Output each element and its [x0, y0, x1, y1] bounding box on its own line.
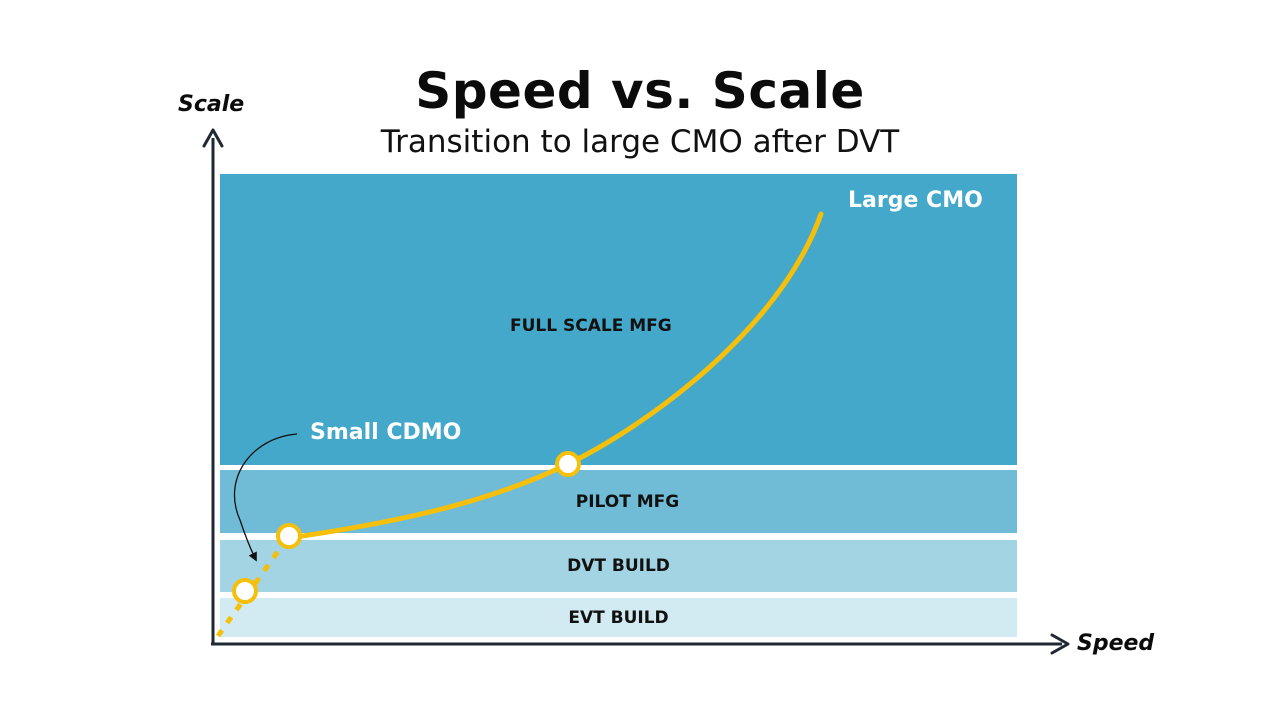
band-evt-label: EVT BUILD [568, 607, 669, 628]
y-axis-label: Scale [178, 92, 245, 117]
small-cdmo-pointer-arrow [234, 433, 298, 562]
y-axis-arrowhead [202, 128, 224, 148]
callout-large-cmo: Large CMO [848, 188, 983, 213]
milestone-dvt-marker [276, 523, 302, 549]
band-dvt-build: DVT BUILD [220, 540, 1017, 592]
page-title: Speed vs. Scale [415, 62, 865, 120]
band-evt-build: EVT BUILD [220, 598, 1017, 637]
milestone-pilot-marker [555, 451, 581, 477]
band-dvt-label: DVT BUILD [567, 556, 670, 576]
growth-curve [286, 211, 824, 541]
page-subtitle: Transition to large CMO after DVT [380, 124, 900, 160]
milestone-evt-marker [232, 578, 258, 604]
band-full-scale-label: FULL SCALE MFG [510, 316, 672, 336]
x-axis-label: Speed [1077, 631, 1155, 656]
band-pilot-label: PILOT MFG [575, 491, 680, 512]
x-axis-arrowhead [1050, 633, 1070, 655]
band-pilot-mfg: PILOT MFG [220, 470, 1017, 533]
callout-small-cdmo: Small CDMO [310, 420, 462, 445]
band-full-scale-mfg: FULL SCALE MFG [220, 174, 1017, 465]
